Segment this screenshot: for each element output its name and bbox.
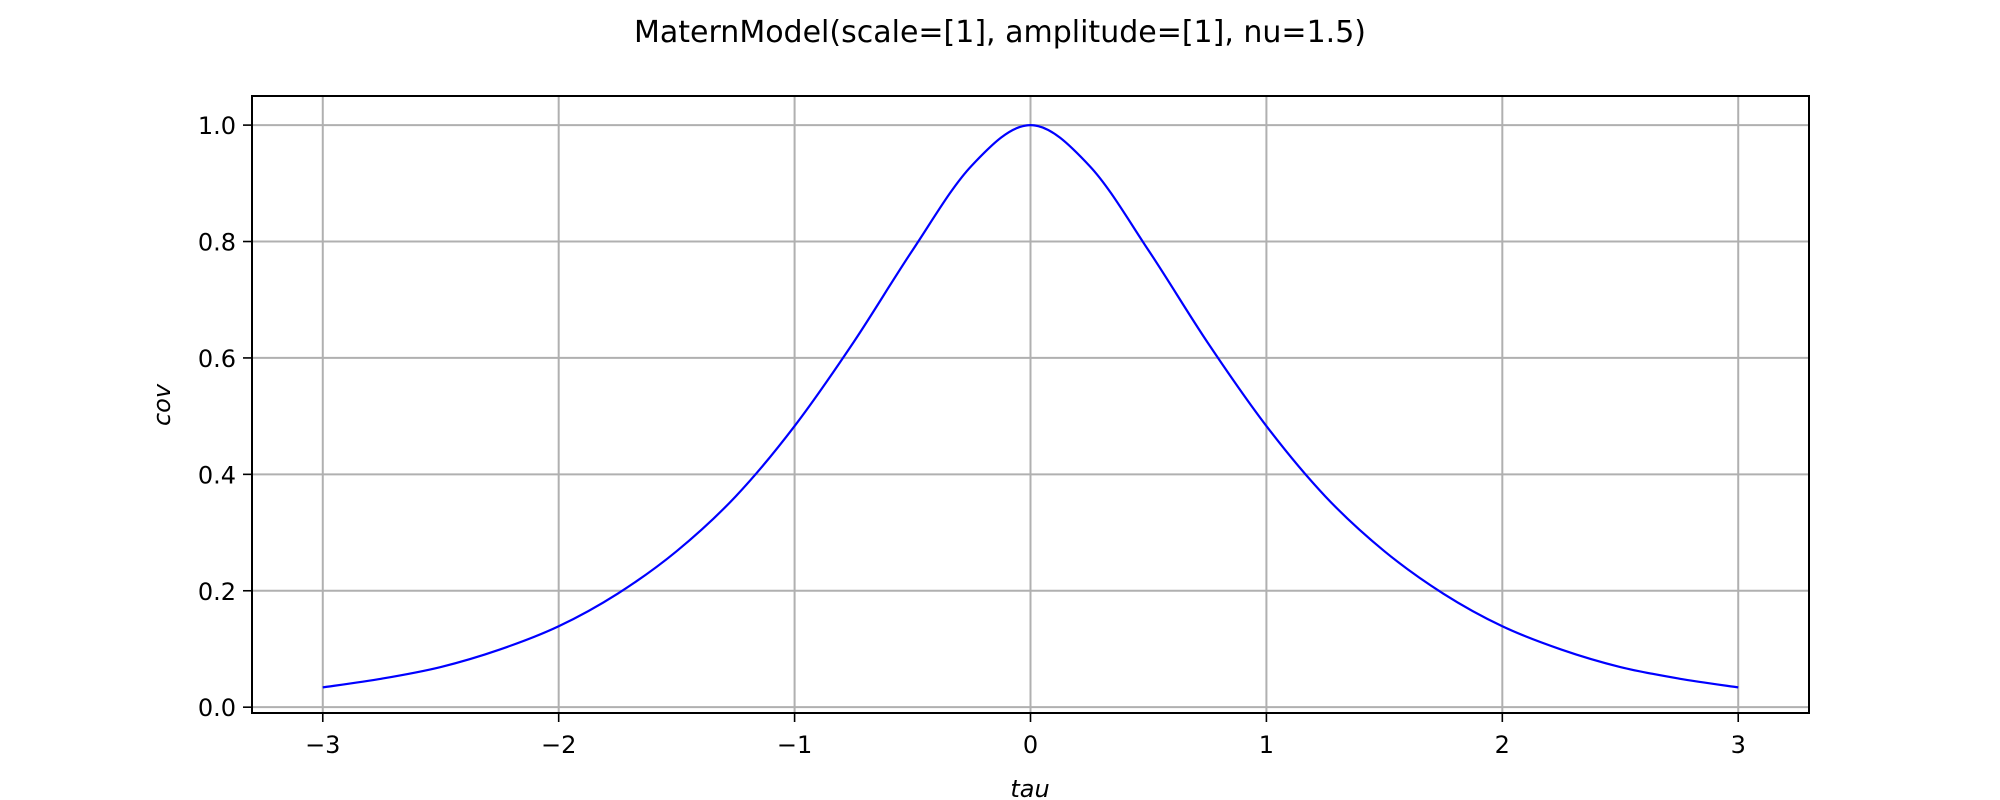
x-tick-label: 1 [1259,731,1274,759]
y-tick-label: 1.0 [198,112,236,140]
y-tick-label: 0.6 [198,345,236,373]
x-tick-label: 3 [1731,731,1746,759]
x-tick-label: 2 [1495,731,1510,759]
x-tick-label: 0 [1023,731,1038,759]
x-tick-label: −2 [541,731,576,759]
series-layer [322,123,1739,689]
x-tick-label: −3 [305,731,340,759]
grid [252,96,1809,713]
y-tick-label: 0.4 [198,461,236,489]
x-tick-label: −1 [777,731,812,759]
y-tick-label: 0.8 [198,229,236,257]
y-tick-label: 0.2 [198,578,236,606]
x-axis-label: tau [1010,775,1049,800]
y-tick-label: 0.0 [198,694,236,722]
chart-title: MaternModel(scale=[1], amplitude=[1], nu… [634,15,1366,50]
ticks: −3 −2 −1 0 1 2 3 0.0 0.2 0.4 0.6 0.8 1.0 [198,112,1746,759]
series-line [322,123,1739,689]
y-axis-label: cov [148,383,176,426]
